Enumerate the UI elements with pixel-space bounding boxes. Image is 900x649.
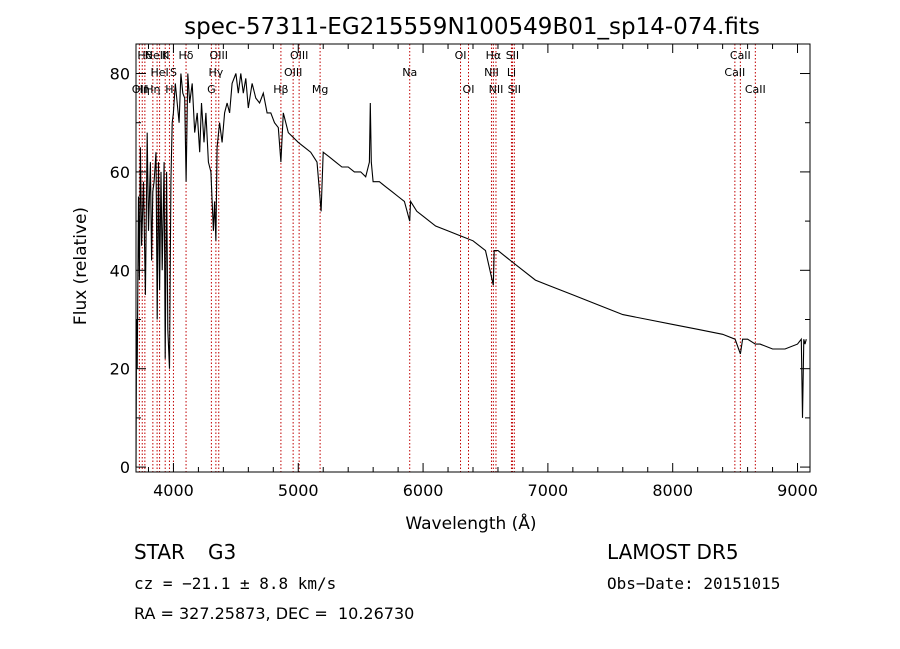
line-label: CaII [745, 83, 766, 96]
line-label: NII [484, 66, 499, 79]
x-tick-label: 8000 [652, 481, 693, 500]
y-tick-label: 80 [110, 65, 130, 84]
line-label: OIII [210, 49, 228, 62]
line-label: Hα [486, 49, 502, 62]
line-label: CaII [730, 49, 751, 62]
line-label: H [165, 83, 173, 96]
x-tick-label: 5000 [278, 481, 319, 500]
x-tick-label: 9000 [777, 481, 818, 500]
line-label: Hη [145, 83, 160, 96]
line-label: CaII [724, 66, 745, 79]
line-label: NII [489, 83, 504, 96]
axis-ticks: 4000 5000 6000 7000 8000 9000 0 20 40 60 80 [110, 44, 818, 500]
line-label: OI [463, 83, 475, 96]
object-class: STAR [134, 540, 185, 564]
y-tick-label: 40 [110, 261, 130, 280]
y-tick-label: 20 [110, 360, 130, 379]
line-labels: OIIHηHθHηNeIIIHeIKHSHδGHγOIIIHβOIIIOIIIM… [132, 49, 766, 96]
observation-date: Obs−Date: 20151015 [607, 574, 781, 593]
x-tick-label: 7000 [528, 481, 569, 500]
y-tick-label: 0 [120, 458, 130, 477]
line-label: SII [506, 49, 519, 62]
line-label: Hβ [273, 83, 288, 96]
redshift-velocity: cz = −21.1 ± 8.8 km/s [134, 574, 337, 593]
line-label: S [170, 66, 177, 79]
line-label: Hγ [208, 66, 223, 79]
line-label: K [162, 49, 170, 62]
line-label: HeI [150, 66, 168, 79]
line-label: Hθ [137, 49, 152, 62]
x-tick-label: 6000 [403, 481, 444, 500]
x-axis-label: Wavelength (Å) [405, 512, 536, 534]
plot-frame [135, 43, 811, 473]
line-label: OI [455, 49, 467, 62]
plot-title: spec-57311-EG215559N100549B01_sp14-074.f… [184, 14, 760, 40]
line-label: SII [508, 83, 521, 96]
y-axis-label: Flux (relative) [71, 207, 91, 325]
object-subclass: G3 [208, 540, 237, 564]
line-label: Li [507, 66, 516, 79]
survey-name: LAMOST DR5 [607, 540, 739, 564]
y-tick-label: 60 [110, 163, 130, 182]
line-label: OIII [284, 66, 302, 79]
coordinates: RA = 327.25873, DEC = 10.26730 [134, 604, 415, 623]
line-label: NeIII [145, 49, 170, 62]
line-label: OIII [290, 49, 308, 62]
spectrum-line [135, 73, 807, 468]
line-label: Mg [312, 83, 328, 96]
line-label: Hη [135, 83, 150, 96]
x-tick-label: 4000 [153, 481, 194, 500]
line-label: Hδ [179, 49, 194, 62]
line-markers [138, 44, 756, 472]
line-label: Na [402, 66, 417, 79]
line-label: G [207, 83, 216, 96]
